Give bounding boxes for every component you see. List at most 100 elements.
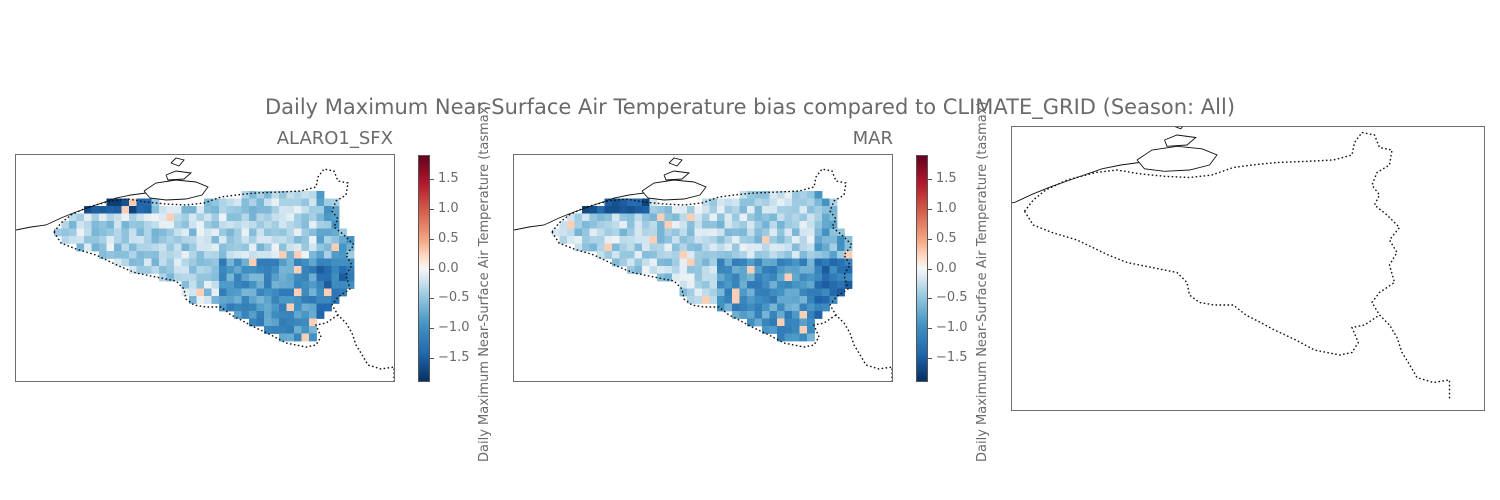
grid-cell: [777, 198, 785, 207]
grid-cell: [219, 251, 227, 259]
grid-cell: [612, 221, 620, 229]
grid-cell: [339, 236, 347, 244]
grid-cell: [219, 198, 227, 207]
grid-cell: [271, 243, 280, 252]
grid-cell: [151, 221, 160, 229]
grid-cell: [249, 296, 257, 304]
grid-cell: [747, 198, 755, 207]
grid-cell: [739, 311, 748, 319]
grid-cell: [807, 206, 815, 214]
grid-cell: [792, 273, 800, 282]
grid-cell: [271, 258, 280, 267]
grid-cell: [264, 296, 272, 304]
grid-cell: [294, 266, 302, 274]
grid-cell: [799, 311, 808, 319]
grid-cell: [316, 273, 325, 282]
grid-cell: [762, 273, 770, 282]
grid-cell: [99, 236, 107, 244]
grid-cell: [754, 251, 763, 259]
grid-cell: [582, 221, 590, 229]
grid-cell: [226, 258, 235, 267]
grid-cell: [189, 258, 197, 267]
grid-cell: [226, 296, 235, 304]
grid-cell: [717, 258, 725, 267]
grid-cell: [234, 213, 242, 222]
grid-cell: [151, 251, 160, 259]
grid-cell: [241, 251, 250, 259]
grid-cell: [604, 243, 613, 252]
grid-cell: [286, 243, 295, 252]
grid-cell: [717, 303, 725, 312]
grid-cell: [589, 236, 598, 244]
grid-cell: [634, 236, 643, 244]
grid-cell: [754, 191, 763, 199]
grid-cell: [181, 243, 190, 252]
grid-cell: [106, 206, 115, 214]
grid-cell: [189, 281, 197, 289]
grid-cell: [754, 303, 763, 312]
grid-cell: [129, 221, 137, 229]
grid-cell: [234, 251, 242, 259]
grid-cell: [687, 243, 695, 252]
grid-cell: [264, 281, 272, 289]
grid-cell: [271, 221, 280, 229]
grid-cell: [331, 273, 340, 282]
grid-cell: [234, 258, 242, 267]
estuary-outline: [165, 170, 193, 181]
grid-cell: [234, 311, 242, 319]
grid-cell: [249, 228, 257, 237]
grid-cell: [657, 221, 665, 229]
grid-cell: [702, 206, 710, 214]
grid-cell: [316, 213, 325, 222]
grid-cell: [732, 251, 740, 259]
grid-cell: [234, 236, 242, 244]
grid-cell: [702, 273, 710, 282]
estuary-outline: [668, 157, 683, 167]
grid-cell: [159, 213, 167, 222]
map-svg: [514, 157, 892, 381]
grid-cell: [339, 243, 347, 252]
estuary-outline: [170, 157, 185, 167]
grid-cell: [241, 243, 250, 252]
colorbar-tickmark: [430, 208, 434, 210]
grid-cell: [279, 318, 287, 327]
grid-cell: [189, 273, 197, 282]
grid-cell: [799, 251, 808, 259]
grid-cell: [709, 236, 718, 244]
grid-cell: [642, 266, 650, 274]
grid-cell: [634, 221, 643, 229]
grid-cell: [226, 243, 235, 252]
grid-cell: [241, 281, 250, 289]
grid-cell: [316, 236, 325, 244]
grid-cell: [189, 288, 197, 297]
grid-cell: [121, 221, 130, 229]
grid-cell: [717, 236, 725, 244]
grid-cell: [204, 213, 212, 222]
grid-cell: [114, 243, 122, 252]
grid-cell: [582, 228, 590, 237]
grid-cell: [249, 303, 257, 312]
grid-cell: [279, 243, 287, 252]
grid-cell: [747, 221, 755, 229]
grid-cell: [717, 273, 725, 282]
grid-cell: [739, 251, 748, 259]
grid-cell: [316, 221, 325, 229]
grid-cell: [634, 251, 643, 259]
grid-cell: [709, 243, 718, 252]
grid-cell: [226, 206, 235, 214]
grid-cell: [286, 258, 295, 267]
grid-cell: [279, 206, 287, 214]
grid-cell: [331, 198, 340, 207]
grid-cell: [226, 303, 235, 312]
grid-cell: [732, 258, 740, 267]
grid-cell: [739, 191, 748, 199]
grid-cell: [777, 258, 785, 267]
grid-cell: [316, 288, 325, 297]
grid-cell: [136, 198, 145, 207]
grid-cell: [204, 198, 212, 207]
grid-cell: [769, 296, 778, 304]
grid-cell: [219, 228, 227, 237]
grid-cell: [294, 333, 302, 342]
grid-cell: [687, 273, 695, 282]
grid-cell: [234, 266, 242, 274]
